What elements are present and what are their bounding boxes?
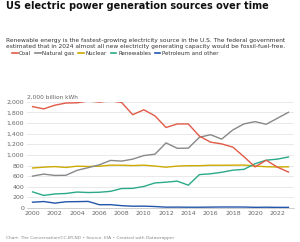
Text: 2,000 billion kWh: 2,000 billion kWh bbox=[27, 95, 78, 99]
Text: Renewable energy is the fastest-growing electricity source in the U.S. The feder: Renewable energy is the fastest-growing … bbox=[6, 38, 285, 49]
Text: US electric power generation sources over time: US electric power generation sources ove… bbox=[6, 1, 269, 11]
Text: Chart: The Conversation/CC-BY-ND • Source: EIA • Created with Datawrapper: Chart: The Conversation/CC-BY-ND • Sourc… bbox=[6, 235, 174, 240]
Legend: Coal, Natural gas, Nuclear, Renewables, Petroleum and other: Coal, Natural gas, Nuclear, Renewables, … bbox=[10, 49, 221, 59]
